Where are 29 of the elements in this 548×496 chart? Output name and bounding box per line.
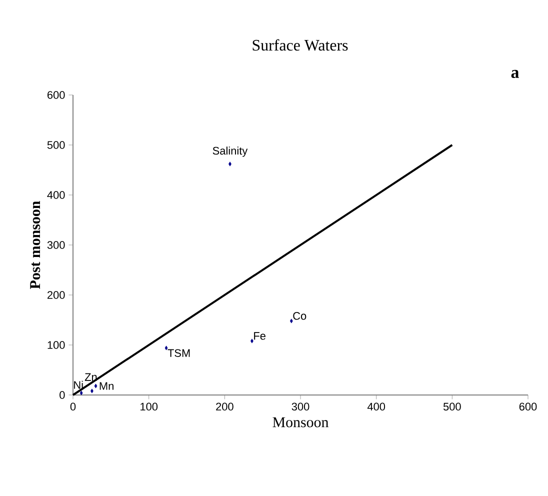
x-axis-title: Monsoon [272,417,329,428]
annotation: Zn [84,373,97,381]
y-tick-label: 300 [47,241,65,249]
x-tick-label: 300 [292,402,310,411]
y-tick-label: 200 [48,291,65,299]
annotation: Co [293,312,306,320]
text: a [511,70,519,78]
chart-title: Surface Waters [252,39,348,51]
point [94,384,98,388]
annotation: Mn [100,382,114,390]
y-tick-label: 0 [60,391,65,399]
y-tick-label: 100 [48,341,65,349]
x-tick-label: 200 [216,402,234,411]
y-axis-title: Post monsoon [30,201,40,289]
x-tick-label: 600 [519,402,537,411]
annotation: Salinity [212,146,248,157]
point [290,318,293,324]
x-tick-label: 400 [367,402,386,411]
point [80,390,83,396]
x-tick-label: 100 [140,402,158,411]
annotation: Ni [74,380,83,389]
y-tick-label: 600 [48,91,65,99]
x-tick-label: 0 [70,402,76,411]
annotation: Fe [254,332,266,340]
annotation: TSM [168,349,190,357]
y-tick-label: 400 [47,191,65,199]
x-tick-label: 500 [443,402,461,411]
point [164,346,168,350]
y-tick-label: 500 [47,141,65,149]
